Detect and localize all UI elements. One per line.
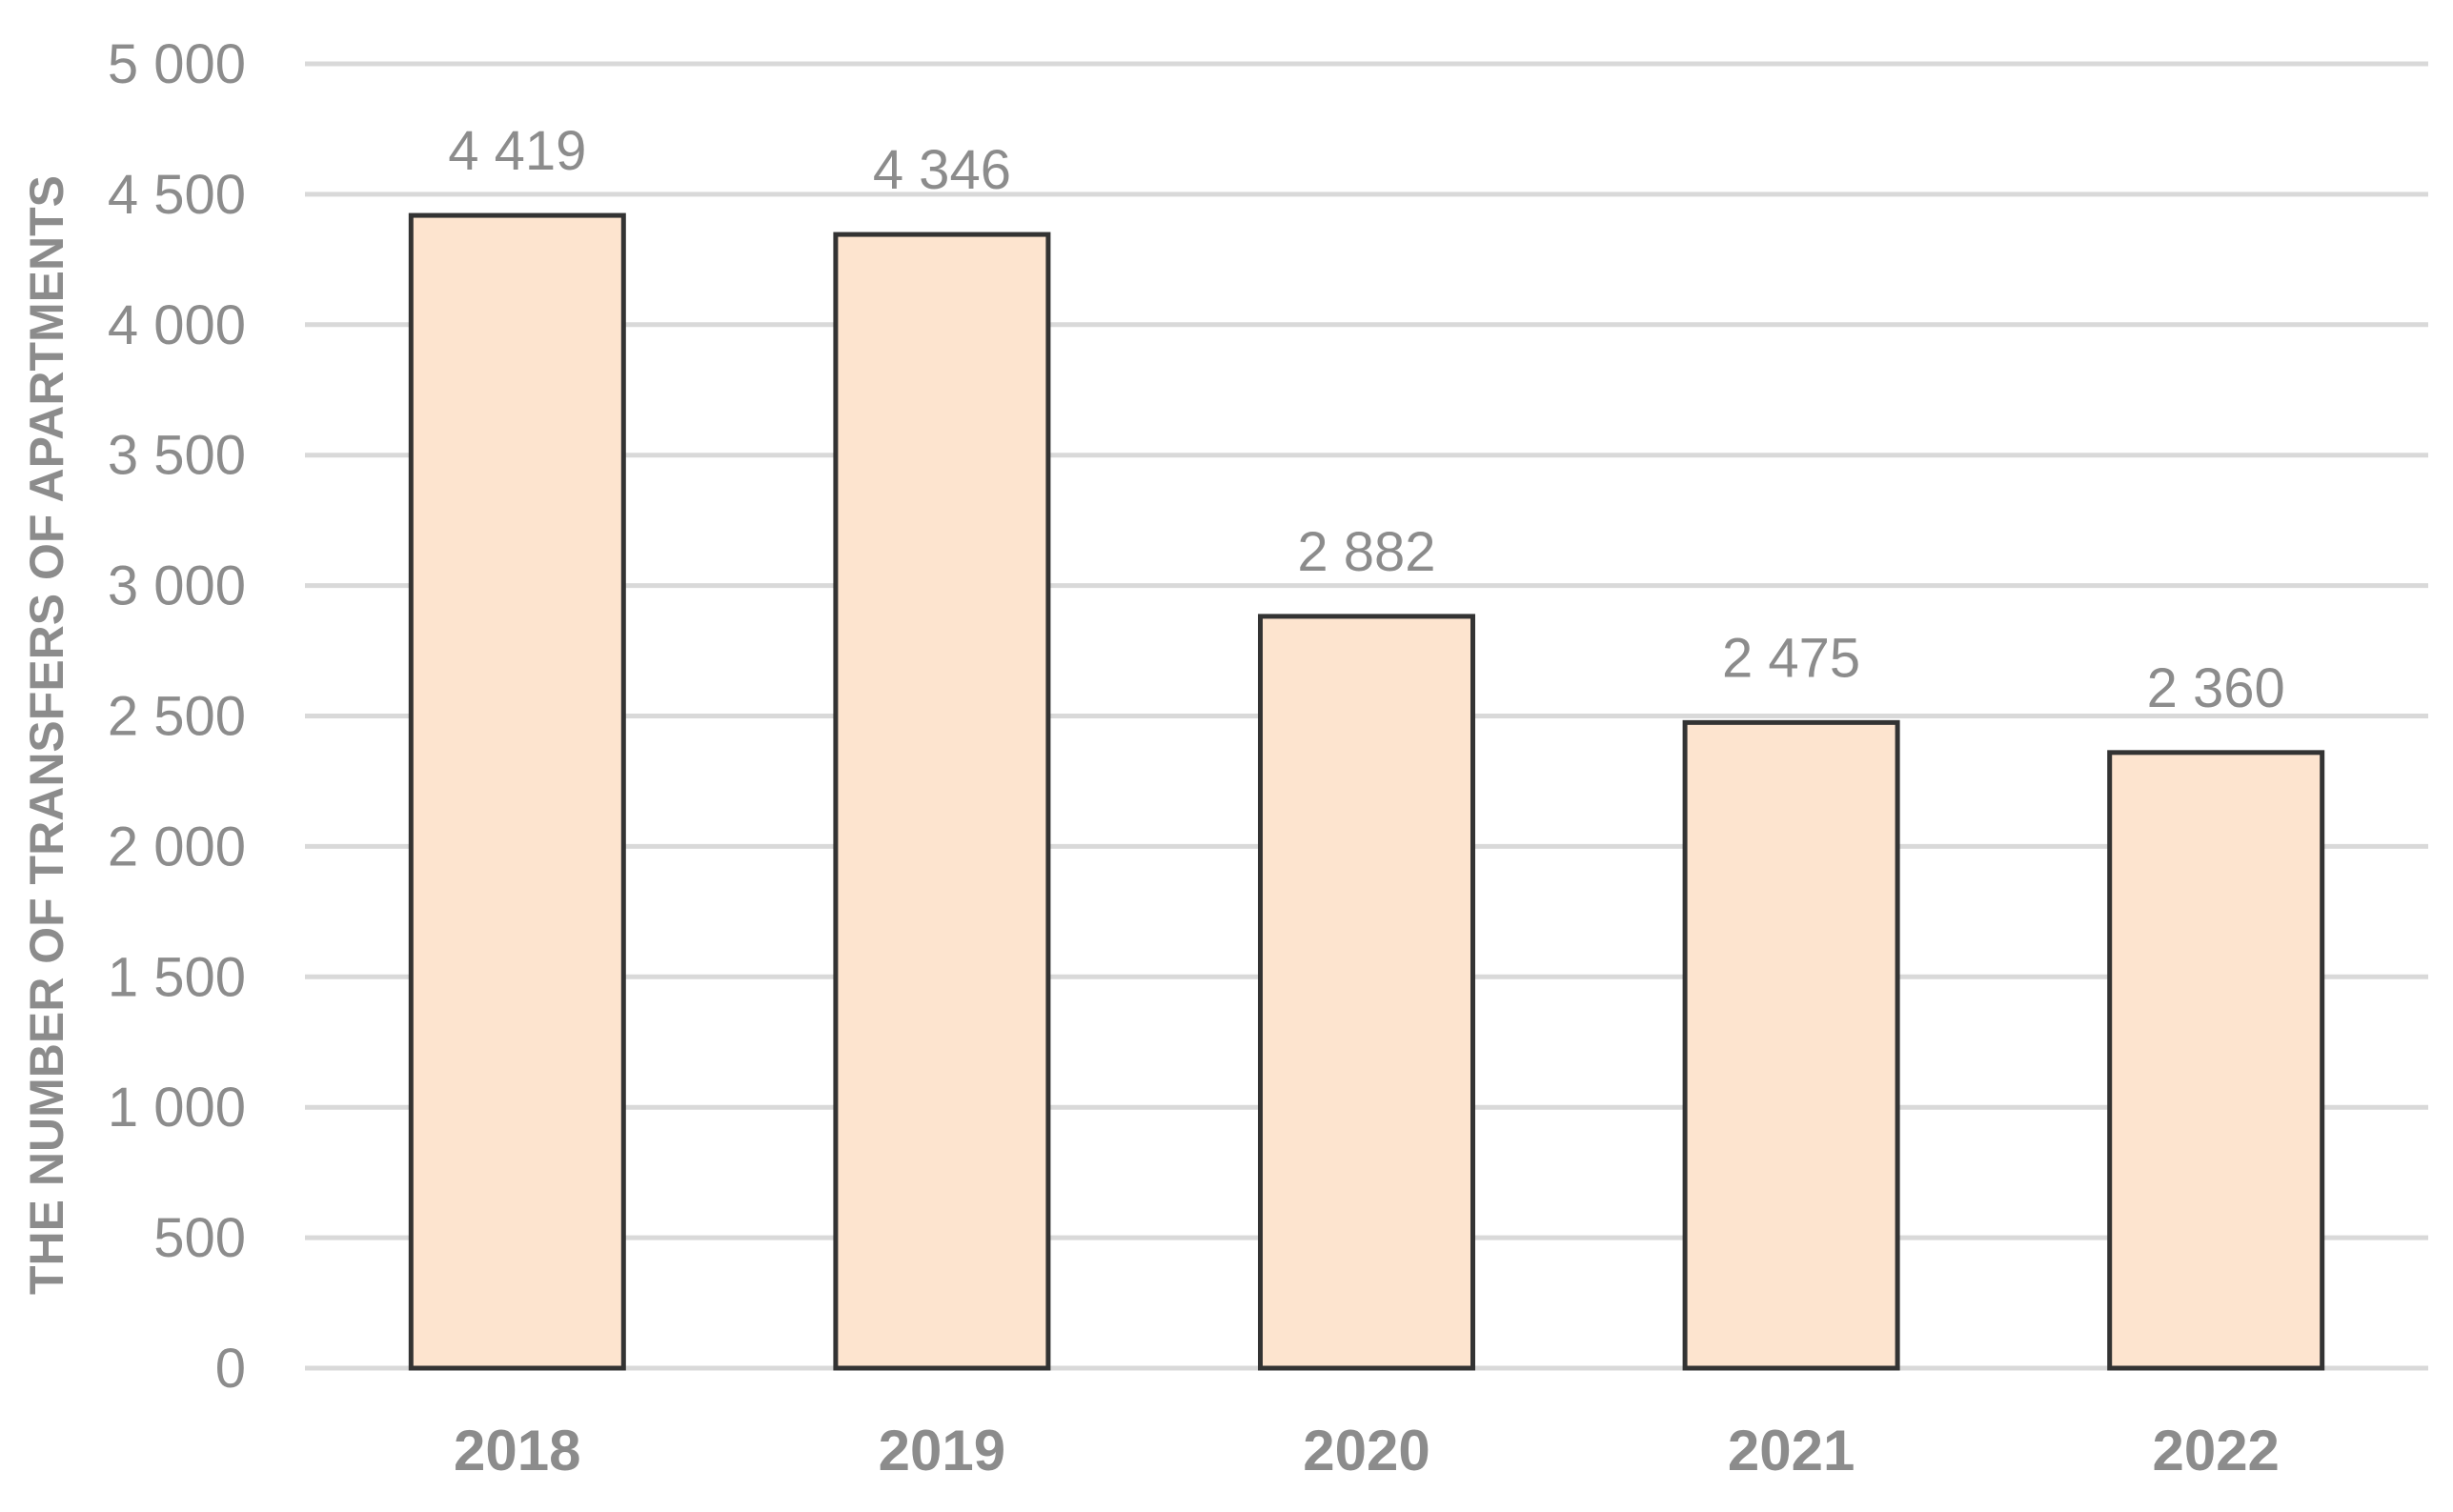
bar — [833, 232, 1051, 1371]
bar — [408, 212, 626, 1371]
bar — [2107, 750, 2325, 1371]
bars — [408, 212, 2325, 1371]
x-tick-label: 2019 — [879, 1419, 1005, 1482]
y-axis-title: THE NUMBER OF TRANSFERS OF APARTMENTS — [20, 175, 73, 1295]
y-tick-label: 1 500 — [108, 946, 246, 1008]
bar — [1258, 614, 1475, 1371]
x-tick-label: 2021 — [1728, 1419, 1855, 1482]
y-tick-label: 5 000 — [108, 33, 246, 95]
data-label: 4 419 — [448, 120, 586, 182]
y-tick-label: 1 000 — [108, 1077, 246, 1139]
x-tick-label: 2022 — [2152, 1419, 2279, 1482]
labels: 0 500 1 000 1 500 2 000 2 500 3 000 3 500 4 000 4… — [108, 33, 2285, 1482]
data-label: 2 475 — [1722, 627, 1860, 689]
x-tick-label: 2018 — [454, 1419, 580, 1482]
y-tick-label: 3 000 — [108, 555, 246, 617]
y-tick-label: 4 500 — [108, 164, 246, 226]
data-label: 2 882 — [1297, 521, 1435, 583]
data-label: 4 346 — [873, 139, 1011, 201]
data-label: 2 360 — [2147, 657, 2285, 719]
x-tick-label: 2020 — [1303, 1419, 1429, 1482]
y-tick-label: 2 500 — [108, 686, 246, 748]
y-tick-label: 4 000 — [108, 294, 246, 356]
bar — [1682, 719, 1900, 1371]
y-tick-label: 2 000 — [108, 816, 246, 877]
y-tick-label: 500 — [153, 1207, 246, 1269]
y-tick-label: 3 500 — [108, 425, 246, 487]
y-tick-label: 0 — [215, 1338, 246, 1400]
